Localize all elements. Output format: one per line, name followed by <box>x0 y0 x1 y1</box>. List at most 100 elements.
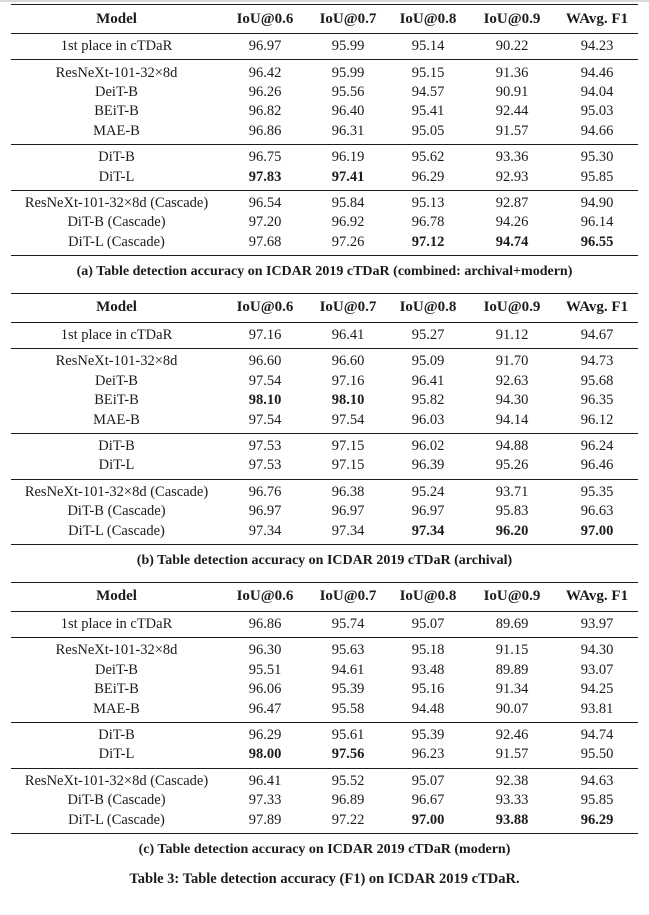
table-row: DiT-B (Cascade) 97.20 96.92 96.78 94.26 96.14 <box>11 213 638 232</box>
value-cell: 98.10 <box>248 392 282 409</box>
value-cell: 95.82 <box>411 392 445 409</box>
table-header-row: Model IoU@0.6 IoU@0.7 IoU@0.8 IoU@0.9 WAvg. F… <box>11 583 638 612</box>
value-cell: 96.40 <box>331 103 365 120</box>
table-section: ResNeXt-101-32×8d (Cascade) 96.41 95.52 95.… <box>11 769 638 834</box>
value-cell: 98.10 <box>331 392 365 409</box>
value-cell: 90.07 <box>495 700 529 717</box>
value-cell: 94.61 <box>331 661 365 678</box>
value-cell: 94.57 <box>411 83 445 100</box>
model-cell: DiT-B (Cascade) <box>67 503 166 520</box>
value-cell: 95.18 <box>411 642 445 659</box>
column-header: IoU@0.7 <box>319 588 377 605</box>
value-cell: 96.35 <box>580 392 614 409</box>
value-cell: 96.23 <box>411 746 445 763</box>
table-row: DiT-L (Cascade) 97.68 97.26 97.12 94.74 96.55 <box>11 233 638 252</box>
value-cell: 96.12 <box>580 411 614 428</box>
value-cell: 94.74 <box>495 233 529 250</box>
value-cell: 95.50 <box>580 746 614 763</box>
value-cell: 89.89 <box>495 661 529 678</box>
subtable-b: Model IoU@0.6 IoU@0.7 IoU@0.8 IoU@0.9 WAvg. F… <box>11 292 638 545</box>
column-header: IoU@0.6 <box>236 588 294 605</box>
table-section: DiT-B 96.29 95.61 95.39 92.46 94.74 DiT-L 98.00… <box>11 723 638 769</box>
table-main-caption: Table 3: Table detection accuracy (F1) o… <box>129 870 520 887</box>
table-row: DiT-L (Cascade) 97.89 97.22 97.00 93.88 96.29 <box>11 810 638 829</box>
value-cell: 96.30 <box>248 642 282 659</box>
column-header: IoU@0.8 <box>399 10 457 27</box>
value-cell: 95.03 <box>580 103 614 120</box>
model-cell: 1st place in cTDaR <box>60 327 173 344</box>
value-cell: 96.86 <box>248 616 282 632</box>
value-cell: 95.68 <box>580 372 614 389</box>
value-cell: 96.38 <box>331 483 365 500</box>
value-cell: 94.88 <box>495 438 529 455</box>
page-top-divider <box>0 0 649 2</box>
model-cell: 1st place in cTDaR <box>60 616 173 632</box>
value-cell: 95.74 <box>331 616 365 632</box>
value-cell: 92.93 <box>495 168 529 185</box>
value-cell: 96.06 <box>248 681 282 698</box>
column-header: IoU@0.9 <box>483 588 541 605</box>
value-cell: 97.54 <box>331 411 365 428</box>
table-row: MAE-B 97.54 97.54 96.03 94.14 96.12 <box>11 410 638 429</box>
column-header: IoU@0.7 <box>319 10 377 27</box>
table-section: DiT-B 97.53 97.15 96.02 94.88 96.24 DiT-L 97.53… <box>11 434 638 480</box>
value-cell: 93.97 <box>580 616 614 632</box>
value-cell: 94.14 <box>495 411 529 428</box>
value-cell: 92.38 <box>495 772 529 789</box>
table-section: 1st place in cTDaR 97.16 96.41 95.27 91.12 94… <box>11 323 638 350</box>
model-cell: ResNeXt-101-32×8d <box>55 642 178 659</box>
table-row: DiT-B 96.75 96.19 95.62 93.36 95.30 <box>11 148 638 167</box>
model-cell: DiT-B (Cascade) <box>67 792 166 809</box>
value-cell: 94.66 <box>580 122 614 139</box>
value-cell: 96.89 <box>331 792 365 809</box>
model-cell: BEiT-B <box>94 103 139 120</box>
table-row: DiT-L (Cascade) 97.34 97.34 97.34 96.20 97.00 <box>11 521 638 540</box>
value-cell: 95.63 <box>331 642 365 659</box>
value-cell: 95.84 <box>331 194 365 211</box>
table-row: DiT-L 97.53 97.15 96.39 95.26 96.46 <box>11 456 638 475</box>
value-cell: 97.56 <box>331 746 365 763</box>
model-cell: ResNeXt-101-32×8d (Cascade) <box>24 772 209 789</box>
model-cell: DiT-L (Cascade) <box>68 522 165 539</box>
value-cell: 96.41 <box>248 772 282 789</box>
model-cell: ResNeXt-101-32×8d <box>55 64 178 81</box>
value-cell: 94.30 <box>580 642 614 659</box>
column-header: WAvg. F1 <box>565 10 629 27</box>
model-cell: MAE-B <box>93 122 140 139</box>
value-cell: 97.15 <box>331 438 365 455</box>
value-cell: 91.34 <box>495 681 529 698</box>
table-section: DiT-B 96.75 96.19 95.62 93.36 95.30 DiT-L 97.83… <box>11 145 638 191</box>
value-cell: 91.70 <box>495 353 529 370</box>
table-section: 1st place in cTDaR 96.86 95.74 95.07 89.69 93… <box>11 612 638 639</box>
value-cell: 96.60 <box>331 353 365 370</box>
value-cell: 96.39 <box>411 457 445 474</box>
table-row: DeiT-B 97.54 97.16 96.41 92.63 95.68 <box>11 372 638 391</box>
column-header: IoU@0.7 <box>319 299 377 316</box>
table-row: BEiT-B 96.82 96.40 95.41 92.44 95.03 <box>11 102 638 121</box>
subtable-a: Model IoU@0.6 IoU@0.7 IoU@0.8 IoU@0.9 WAvg. F… <box>11 4 638 256</box>
value-cell: 94.90 <box>580 194 614 211</box>
value-cell: 95.07 <box>411 772 445 789</box>
value-cell: 95.05 <box>411 122 445 139</box>
column-header: IoU@0.9 <box>483 10 541 27</box>
model-cell: ResNeXt-101-32×8d (Cascade) <box>24 483 209 500</box>
value-cell: 93.88 <box>495 811 529 828</box>
value-cell: 96.41 <box>411 372 445 389</box>
value-cell: 95.99 <box>331 64 365 81</box>
model-cell: DiT-L <box>98 457 135 474</box>
model-cell: ResNeXt-101-32×8d <box>55 353 178 370</box>
table-row: 1st place in cTDaR 96.86 95.74 95.07 89.69 93… <box>11 615 638 634</box>
value-cell: 94.04 <box>580 83 614 100</box>
value-cell: 96.31 <box>331 122 365 139</box>
value-cell: 93.71 <box>495 483 529 500</box>
value-cell: 97.54 <box>248 411 282 428</box>
value-cell: 94.30 <box>495 392 529 409</box>
table-row: DeiT-B 95.51 94.61 93.48 89.89 93.07 <box>11 661 638 680</box>
model-cell: 1st place in cTDaR <box>60 38 173 55</box>
value-cell: 96.75 <box>248 149 282 166</box>
model-cell: DiT-B <box>98 726 135 743</box>
value-cell: 96.92 <box>331 214 365 231</box>
value-cell: 97.16 <box>248 327 282 344</box>
value-cell: 96.29 <box>411 168 445 185</box>
value-cell: 95.14 <box>411 38 445 55</box>
